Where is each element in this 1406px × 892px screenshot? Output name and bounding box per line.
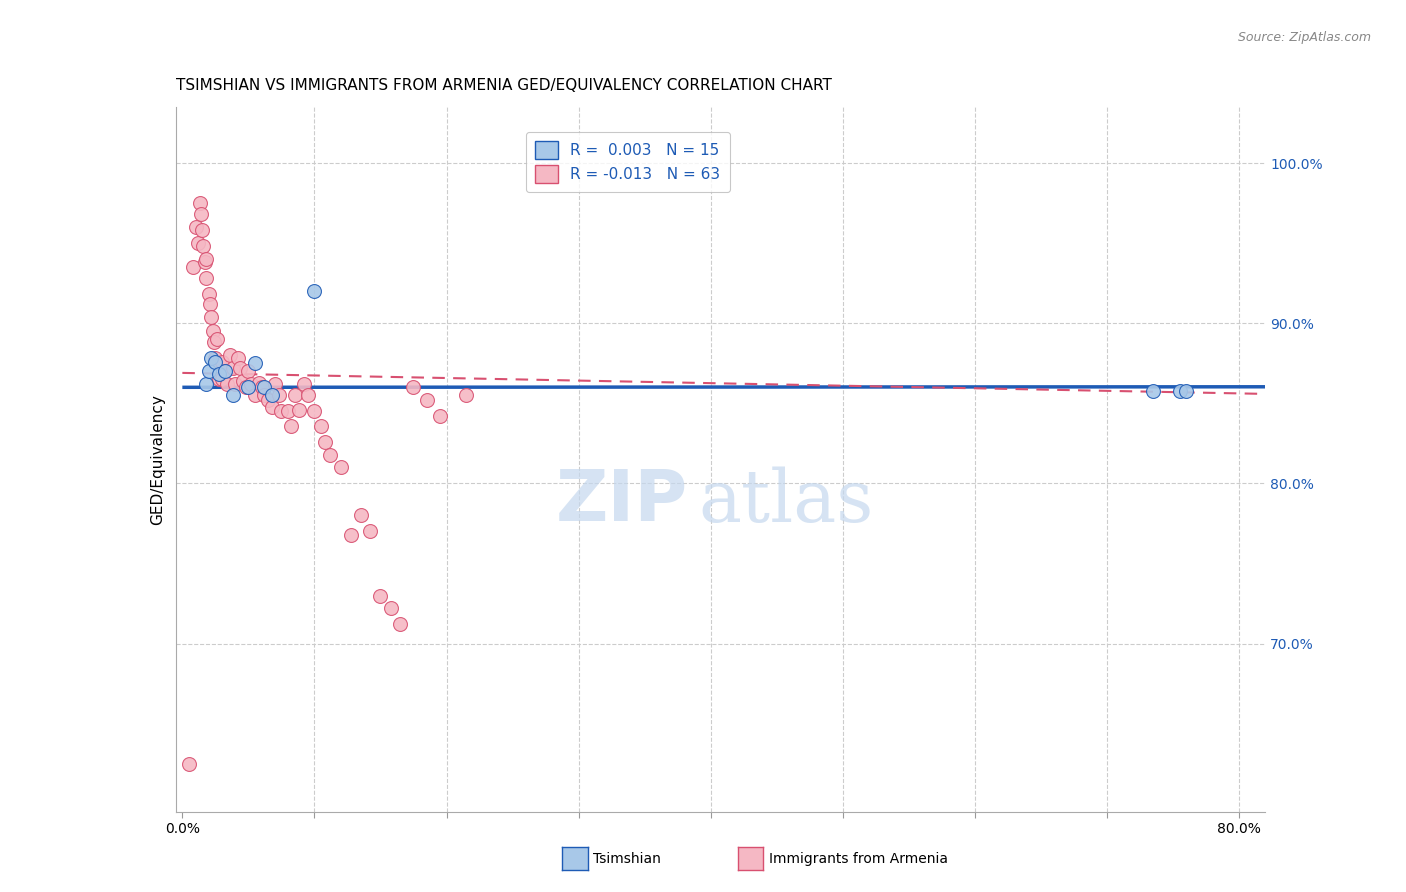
Point (284, 388, 307, 402)
Point (319, 448, 342, 462)
Point (250, 380, 273, 394)
Point (340, 527, 363, 541)
Point (214, 364, 236, 378)
Point (270, 404, 292, 418)
Point (329, 460, 352, 475)
Y-axis label: GED/Equivalency: GED/Equivalency (149, 394, 165, 524)
Point (304, 404, 326, 418)
Point (229, 361, 252, 376)
Point (389, 617, 412, 632)
Point (211, 372, 233, 386)
Point (277, 404, 299, 418)
Point (253, 388, 276, 402)
Point (214, 364, 236, 378)
Point (267, 388, 290, 402)
Point (309, 418, 332, 433)
Point (429, 409, 451, 424)
Point (193, 239, 215, 253)
Point (350, 508, 373, 523)
Point (208, 372, 231, 386)
Point (257, 393, 280, 408)
Point (235, 380, 257, 394)
Point (197, 287, 219, 301)
Text: ZIP: ZIP (555, 467, 688, 536)
Point (200, 310, 222, 324)
Point (201, 324, 224, 338)
Point (177, 756, 200, 771)
Point (262, 400, 284, 414)
Point (232, 374, 254, 388)
Point (243, 388, 266, 402)
Point (221, 361, 243, 376)
Point (226, 351, 249, 366)
Point (238, 380, 260, 394)
Point (370, 589, 392, 603)
Point (194, 255, 217, 269)
Point (280, 418, 302, 433)
Point (211, 354, 233, 368)
Point (224, 377, 246, 392)
Point (190, 207, 212, 221)
Point (221, 388, 243, 402)
Point (198, 297, 221, 311)
Point (188, 196, 211, 211)
Point (262, 388, 284, 402)
Point (1168, 384, 1191, 398)
Point (1175, 384, 1198, 398)
Point (184, 220, 207, 235)
Point (314, 434, 336, 449)
Point (247, 376, 270, 390)
Point (238, 364, 260, 378)
Point (187, 236, 209, 251)
Text: atlas: atlas (699, 467, 875, 537)
Point (253, 380, 276, 394)
Point (195, 252, 218, 267)
Point (415, 393, 437, 408)
Text: Immigrants from Armenia: Immigrants from Armenia (769, 852, 948, 866)
Point (195, 271, 218, 285)
Point (191, 223, 214, 237)
Point (359, 524, 381, 539)
Point (1142, 384, 1164, 398)
Point (204, 351, 226, 366)
Point (243, 356, 266, 370)
Point (195, 377, 218, 392)
Point (202, 335, 225, 350)
Point (208, 356, 231, 370)
Text: TSIMSHIAN VS IMMIGRANTS FROM ARMENIA GED/EQUIVALENCY CORRELATION CHART: TSIMSHIAN VS IMMIGRANTS FROM ARMENIA GED… (176, 78, 831, 94)
Point (287, 402, 309, 417)
Point (197, 364, 219, 378)
Point (380, 601, 402, 615)
Point (217, 377, 239, 392)
Text: Source: ZipAtlas.com: Source: ZipAtlas.com (1237, 31, 1371, 45)
Point (204, 354, 226, 368)
Point (263, 377, 285, 392)
Point (205, 332, 228, 346)
Point (200, 351, 222, 366)
Point (402, 380, 425, 394)
Point (304, 284, 326, 298)
Point (181, 260, 204, 275)
Point (297, 388, 319, 402)
Point (219, 348, 242, 362)
Text: Tsimshian: Tsimshian (593, 852, 661, 866)
Point (240, 377, 263, 392)
Point (456, 388, 478, 402)
Point (208, 368, 231, 382)
Point (292, 377, 315, 392)
Legend: R =  0.003   N = 15, R = -0.013   N = 63: R = 0.003 N = 15, R = -0.013 N = 63 (526, 132, 730, 192)
